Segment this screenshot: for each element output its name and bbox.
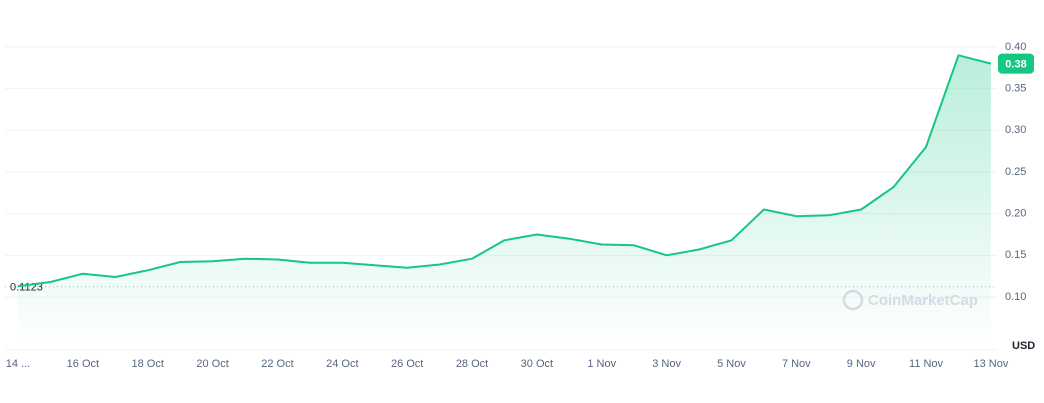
x-tick-label: 11 Nov <box>909 358 944 370</box>
price-badge-label: 0.38 <box>1005 59 1026 71</box>
x-tick-label: 14 ... <box>6 358 30 370</box>
area <box>18 55 991 348</box>
y-tick-label: 0.15 <box>1005 249 1026 261</box>
x-tick-label: 18 Oct <box>132 358 164 370</box>
x-tick-label: 9 Nov <box>847 358 876 370</box>
y-tick-label: 0.40 <box>1005 41 1026 53</box>
x-tick-label: 20 Oct <box>196 358 228 370</box>
x-tick-label: 5 Nov <box>717 358 746 370</box>
x-tick-label: 26 Oct <box>391 358 423 370</box>
x-tick-label: 30 Oct <box>521 358 553 370</box>
y-tick-label: 0.20 <box>1005 208 1026 220</box>
x-tick-label: 7 Nov <box>782 358 811 370</box>
y-tick-label: 0.35 <box>1005 83 1026 95</box>
watermark: CoinMarketCap <box>842 289 978 311</box>
x-tick-label: 22 Oct <box>261 358 293 370</box>
price-line <box>17 54 992 288</box>
x-tick-label: 1 Nov <box>587 358 616 370</box>
x-tick-label: 16 Oct <box>67 358 99 370</box>
y-tick-label: 0.30 <box>1005 124 1026 136</box>
x-tick-label: 28 Oct <box>456 358 488 370</box>
x-tick-label: 13 Nov <box>973 358 1008 370</box>
y-tick-label: 0.25 <box>1005 166 1026 178</box>
x-tick-label: 3 Nov <box>652 358 681 370</box>
price-badge <box>998 53 1034 74</box>
currency: USD <box>1012 340 1035 352</box>
x-tick-label: 24 Oct <box>326 358 358 370</box>
watermark-text: CoinMarketCap <box>868 292 978 309</box>
y-tick-label: 0.10 <box>1005 291 1026 303</box>
